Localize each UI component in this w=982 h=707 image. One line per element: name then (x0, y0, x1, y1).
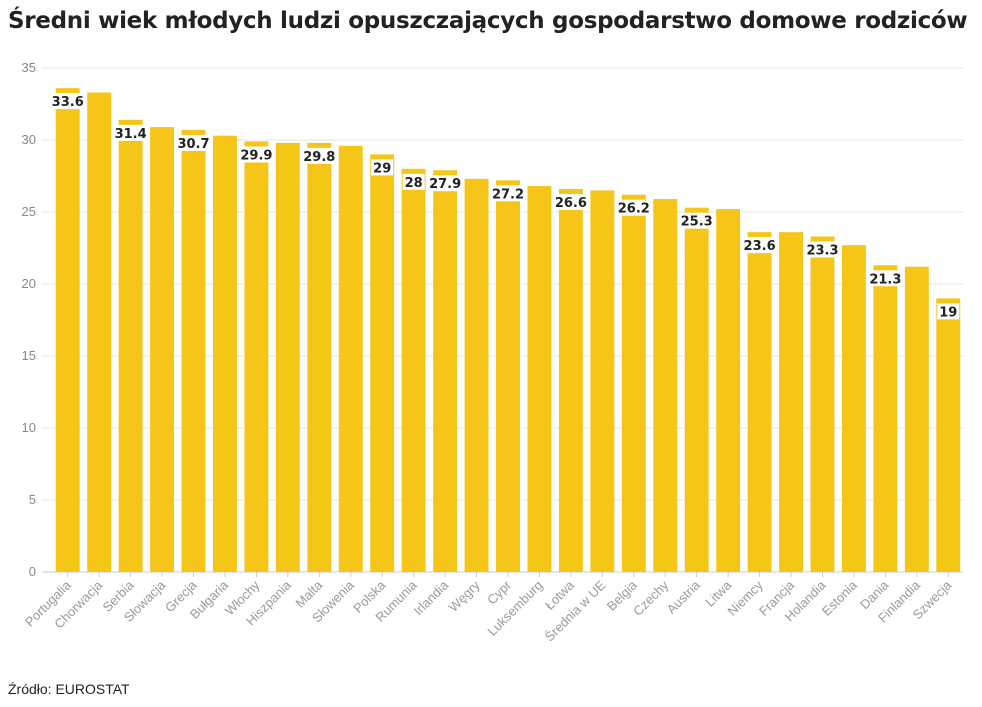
bar-chart: 0 5 10 15 20 25 30 35 33.6 31.4 30.7 29.9 29.8 29 28 2… (22, 60, 964, 644)
y-tick-label: 20 (22, 276, 36, 291)
data-label-bg (677, 212, 716, 229)
data-label-bg (174, 134, 213, 151)
y-tick-label: 5 (29, 492, 36, 507)
bar (464, 178, 489, 572)
data-label-bg (426, 175, 465, 192)
bar (496, 180, 520, 572)
x-tick-label: Estonia (819, 577, 861, 619)
bar (118, 119, 143, 572)
x-tick-label: Węgry (446, 577, 484, 615)
bar (779, 232, 803, 572)
data-label: 28 (405, 176, 423, 191)
data-label-bg (237, 146, 276, 163)
data-label-bg (48, 93, 87, 110)
bars (55, 88, 961, 573)
data-label-bg (740, 237, 779, 254)
data-label: 26.2 (618, 202, 650, 217)
x-axis: PortugaliaChorwacjaSerbiaSłowacjaGrecjaB… (22, 572, 955, 644)
data-label-bg (371, 159, 394, 176)
bar (213, 135, 237, 572)
data-label: 25.3 (681, 215, 713, 230)
chart-title: Średni wiek młodych ludzi opuszczających… (8, 8, 968, 34)
data-label: 21.3 (869, 272, 901, 287)
bar (55, 88, 80, 572)
bar (747, 232, 772, 572)
bar (904, 266, 929, 572)
x-tick-label: Czechy (630, 577, 672, 619)
data-label-bg (551, 193, 590, 210)
y-tick-label: 35 (22, 60, 36, 75)
bar (873, 265, 898, 572)
data-label-bg (803, 241, 842, 258)
data-label: 29.8 (303, 150, 335, 165)
data-label: 27.2 (492, 187, 524, 202)
bar (936, 298, 961, 572)
bar (590, 190, 615, 572)
data-label-bg (300, 147, 339, 164)
data-label: 26.6 (555, 196, 587, 211)
y-axis: 0 5 10 15 20 25 30 35 (22, 60, 36, 579)
bar (370, 154, 395, 572)
data-label: 29 (373, 161, 391, 176)
data-label-bg (937, 303, 960, 320)
data-label: 31.4 (115, 127, 147, 142)
bar (181, 129, 206, 573)
data-label: 29.9 (240, 148, 272, 163)
y-tick-label: 0 (29, 564, 36, 579)
bar (244, 141, 269, 572)
bar (150, 127, 175, 572)
data-label: 19 (939, 305, 957, 320)
bar (653, 199, 678, 573)
bar (401, 168, 426, 573)
data-label-bg (402, 173, 425, 190)
data-label: 30.7 (177, 137, 209, 152)
data-label: 33.6 (52, 95, 84, 110)
bar (527, 186, 552, 572)
data-label-bg (111, 124, 150, 141)
y-tick-label: 15 (22, 348, 36, 363)
bar (810, 236, 835, 573)
bar (558, 188, 583, 572)
data-label-bg (489, 185, 527, 202)
data-label: 23.6 (744, 239, 776, 254)
bar (841, 245, 866, 572)
data-labels: 33.6 31.4 30.7 29.9 29.8 29 28 27.9 27.2 26.6 26.2… (48, 93, 960, 320)
x-tick-label: Austria (664, 577, 704, 617)
data-label: 27.9 (429, 177, 461, 192)
bar (621, 194, 646, 572)
bar (87, 92, 112, 572)
bar (684, 207, 709, 572)
x-tick-label: Irlandia (410, 577, 451, 618)
bar (716, 209, 741, 572)
bar (307, 142, 332, 572)
bar (433, 170, 458, 573)
y-tick-label: 25 (22, 204, 36, 219)
data-label-bg (614, 199, 653, 216)
y-tick-label: 10 (22, 420, 36, 435)
bar (275, 142, 300, 572)
data-label-bg (866, 270, 905, 287)
source-note: Źródło: EUROSTAT (8, 681, 130, 697)
data-label: 23.3 (806, 243, 838, 258)
bar (338, 145, 363, 572)
y-tick-label: 30 (22, 132, 36, 147)
